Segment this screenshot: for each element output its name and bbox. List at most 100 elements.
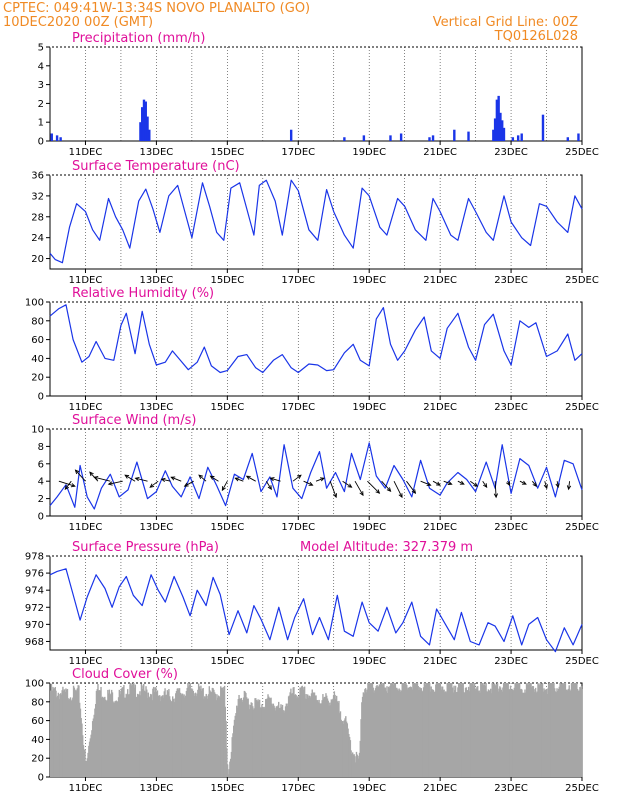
cloud-column bbox=[499, 686, 501, 777]
cloud-column bbox=[249, 705, 252, 777]
cloud-column bbox=[277, 705, 279, 777]
cloud-column bbox=[353, 754, 355, 777]
precip-xtick-label: 17DEC bbox=[281, 147, 315, 158]
cloud-column bbox=[239, 698, 242, 777]
precip-bar bbox=[399, 133, 403, 141]
cloud-column bbox=[406, 684, 408, 777]
cloud-column bbox=[425, 683, 427, 777]
cloud-column bbox=[314, 695, 316, 777]
cloud-column bbox=[329, 702, 331, 777]
cloud-column bbox=[486, 691, 489, 777]
pres-xtick-label: 25DEC bbox=[565, 656, 599, 667]
cloud-column bbox=[470, 683, 473, 777]
cloud-column bbox=[166, 690, 169, 777]
cloud-column bbox=[64, 691, 66, 777]
temp-xtick-label: 19DEC bbox=[352, 275, 386, 286]
cloud-column bbox=[390, 683, 393, 777]
wind-xtick-label: 17DEC bbox=[281, 522, 315, 533]
cloud-column bbox=[496, 683, 499, 777]
cloud-column bbox=[412, 683, 415, 777]
cloud-column bbox=[152, 688, 154, 777]
wind-arrow bbox=[235, 477, 244, 482]
cloud-column bbox=[87, 752, 89, 777]
cloud-column bbox=[374, 690, 376, 777]
cloud-column bbox=[515, 683, 517, 777]
wind-arrow-head bbox=[555, 483, 560, 489]
cloud-column bbox=[402, 683, 404, 777]
cloud-column bbox=[480, 684, 483, 777]
cloud-column bbox=[118, 689, 121, 777]
cloud-column bbox=[369, 683, 371, 777]
cloud-column bbox=[139, 695, 142, 777]
cloud-column bbox=[144, 691, 146, 777]
cloud-column bbox=[288, 695, 291, 777]
cloud-column bbox=[287, 696, 290, 777]
cloud-column bbox=[279, 707, 281, 777]
cloud-column bbox=[105, 701, 108, 777]
cloud-column bbox=[483, 684, 486, 777]
cloud-column bbox=[358, 752, 361, 777]
cloud-column bbox=[451, 687, 454, 777]
wind-arrow bbox=[265, 480, 272, 490]
cloud-column bbox=[270, 697, 272, 777]
cloud-column bbox=[213, 692, 216, 777]
cloud-column bbox=[323, 696, 326, 777]
precip-bar bbox=[499, 112, 502, 141]
cloud-column bbox=[337, 702, 339, 777]
cloud-column bbox=[434, 691, 436, 777]
cloud-column bbox=[71, 699, 73, 777]
cloud-column bbox=[66, 688, 69, 777]
cloud-column bbox=[376, 685, 378, 777]
cloud-column bbox=[349, 740, 352, 777]
cloud-column bbox=[225, 720, 227, 777]
cloud-column bbox=[127, 694, 130, 777]
temp-xtick-label: 23DEC bbox=[494, 275, 528, 286]
cloud-column bbox=[428, 683, 430, 777]
cloud-column bbox=[91, 730, 93, 777]
cloud-column bbox=[412, 683, 414, 777]
cloud-column bbox=[275, 706, 278, 777]
cloud-column bbox=[348, 733, 350, 777]
cloud-column bbox=[509, 685, 512, 777]
cloud-column bbox=[489, 688, 492, 777]
cloud-column bbox=[484, 685, 487, 777]
cloud-column bbox=[281, 704, 284, 777]
cloud-column bbox=[409, 686, 412, 777]
cloud-column bbox=[355, 762, 357, 777]
cloud-column bbox=[75, 691, 78, 777]
wind-arrow bbox=[246, 475, 256, 482]
cloud-column bbox=[116, 701, 118, 777]
cloud-column bbox=[121, 687, 124, 777]
cloud-column bbox=[461, 684, 463, 777]
cloud-column bbox=[526, 684, 528, 777]
cloud-column bbox=[448, 683, 451, 777]
cloud-column bbox=[456, 691, 458, 777]
cloud-column bbox=[215, 700, 217, 777]
cloud-column bbox=[405, 683, 407, 777]
cloud-column bbox=[519, 689, 522, 777]
wind-arrow-head bbox=[134, 476, 140, 482]
cloud-column bbox=[486, 691, 488, 777]
cloud-column bbox=[170, 701, 172, 777]
cloud-column bbox=[392, 685, 394, 777]
cloud-column bbox=[499, 687, 502, 777]
wind-arrow-head bbox=[269, 477, 275, 482]
wind-arrow bbox=[108, 480, 123, 485]
cloud-column bbox=[160, 696, 162, 777]
panels: Precipitation (mm/h) 11DEC 13DEC 15DEC 17DEC… bbox=[25, 31, 599, 794]
cloud-column bbox=[224, 706, 227, 777]
cloud-column bbox=[572, 683, 574, 777]
cloud-column bbox=[205, 693, 207, 777]
cloud-column bbox=[94, 708, 96, 777]
cloud-column bbox=[220, 686, 222, 777]
cloud-column bbox=[295, 695, 297, 777]
cloud-column bbox=[380, 683, 383, 777]
cloud-title: Cloud Cover (%) bbox=[72, 667, 178, 682]
cloud-column bbox=[60, 694, 63, 777]
cloud-column bbox=[576, 688, 579, 777]
cloud-column bbox=[532, 686, 535, 777]
cloud-column bbox=[516, 683, 519, 777]
cloud-column bbox=[51, 690, 53, 777]
cloud-column bbox=[360, 719, 362, 777]
wind-arrow bbox=[482, 480, 488, 488]
